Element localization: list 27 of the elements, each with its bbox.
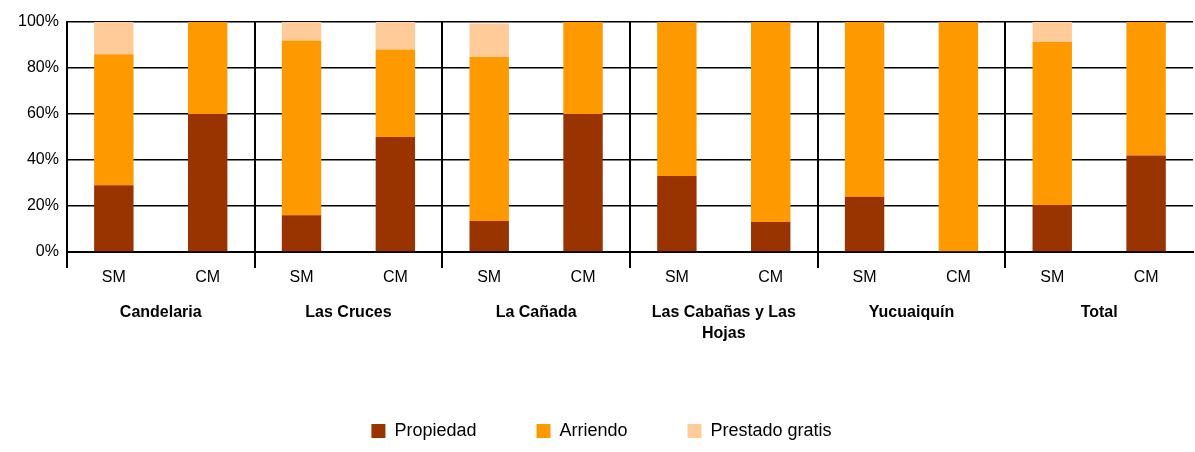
legend-label: Propiedad xyxy=(394,419,477,440)
x-tick-label: CM xyxy=(758,268,784,286)
legend-label: Prestado gratis xyxy=(710,419,832,440)
y-tick-label: 0% xyxy=(35,242,59,260)
x-tick-label: CM xyxy=(195,268,221,286)
text: Total xyxy=(1080,303,1118,321)
x-tick-label: SM xyxy=(852,268,877,286)
text: La Cañada xyxy=(495,303,577,321)
x-tick-label: SM xyxy=(289,268,314,286)
x-tick-label: SM xyxy=(664,268,689,286)
y-tick-label: 80% xyxy=(26,58,59,76)
y-tick-label: 60% xyxy=(26,104,59,122)
text: Las Cabañas y Las Hojas xyxy=(651,303,796,342)
x-tick-label: CM xyxy=(570,268,596,286)
legend-label: Arriendo xyxy=(559,419,628,440)
text: Candelaria xyxy=(119,303,202,321)
x-tick-label: SM xyxy=(1040,268,1065,286)
y-tick-label: 40% xyxy=(26,150,59,168)
x-tick-label: CM xyxy=(382,268,408,286)
text: Las Cruces xyxy=(305,303,392,321)
x-tick-label: CM xyxy=(945,268,971,286)
x-tick-label: SM xyxy=(477,268,502,286)
text: Yucuaiquín xyxy=(868,303,955,321)
x-tick-label: SM xyxy=(101,268,126,286)
x-tick-label: CM xyxy=(1133,268,1159,286)
y-tick-label: 100% xyxy=(18,12,59,30)
y-tick-label: 20% xyxy=(26,196,59,214)
